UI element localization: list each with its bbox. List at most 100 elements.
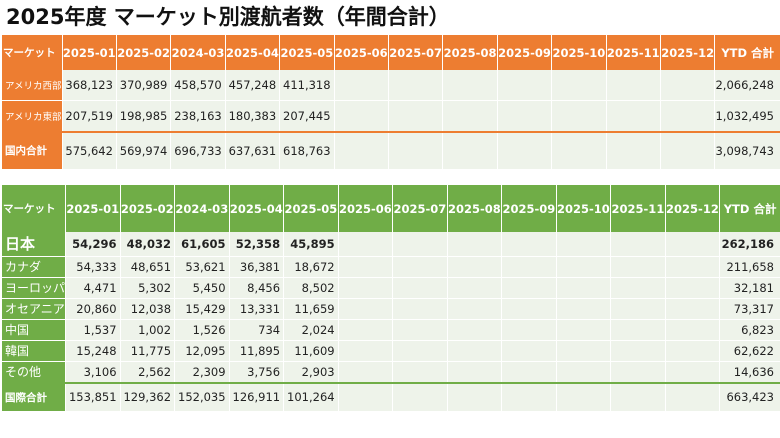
table-cell [338, 383, 394, 412]
table-cell [665, 361, 721, 384]
ytd-cell: 262,186 [719, 232, 780, 257]
column-header-month: 2025-11 [606, 35, 662, 70]
column-header-month: 2025-08 [447, 185, 503, 232]
table-cell: 411,318 [279, 70, 335, 101]
market-label: カナダ [2, 256, 67, 278]
column-header-month: 2025-04 [225, 35, 281, 70]
table-cell: 8,502 [283, 277, 339, 299]
table-cell [556, 361, 612, 384]
table-cell: 13,331 [229, 298, 285, 320]
column-header-month: 2025-12 [660, 35, 716, 70]
table-cell: 12,038 [120, 298, 176, 320]
column-header-month: 2025-10 [551, 35, 607, 70]
table-cell [556, 232, 612, 257]
table-cell: 569,974 [116, 132, 172, 170]
table-cell [551, 132, 607, 170]
table-cell [338, 256, 394, 278]
table-cell [660, 70, 716, 101]
table-cell [447, 298, 503, 320]
column-header-month: 2024-03 [170, 35, 226, 70]
table-cell: 101,264 [283, 383, 339, 412]
table-cell [388, 132, 444, 170]
ytd-cell: 3,098,743 [714, 132, 780, 170]
table-cell [501, 298, 557, 320]
table-cell [610, 319, 666, 341]
table-cell: 48,032 [120, 232, 176, 257]
table-row: オセアニア 20,860 12,038 15,429 13,331 11,659 73,31… [2, 298, 780, 320]
ytd-cell: 211,658 [719, 256, 780, 278]
column-header-month: 2024-03 [174, 185, 230, 232]
table-cell: 207,445 [279, 100, 335, 133]
table-row: アメリカ東部 207,519 198,985 238,163 180,383 207,44… [2, 100, 780, 133]
table-cell: 45,895 [283, 232, 339, 257]
table-cell: 457,248 [225, 70, 281, 101]
table-cell [551, 70, 607, 101]
table-cell: 198,985 [116, 100, 172, 133]
table-cell [610, 340, 666, 362]
table-cell: 11,895 [229, 340, 285, 362]
table-cell: 129,362 [120, 383, 176, 412]
table-cell [556, 340, 612, 362]
table-cell: 5,450 [174, 277, 230, 299]
market-label: 日本 [2, 232, 67, 257]
market-label: アメリカ東部 [2, 100, 63, 133]
table-cell [447, 277, 503, 299]
total-row: 国内合計 575,642 569,974 696,733 637,631 618,763 3… [2, 132, 780, 170]
column-header-month: 2025-08 [442, 35, 498, 70]
column-header-market: マーケット [2, 185, 67, 232]
column-header-month: 2025-01 [65, 185, 121, 232]
header-row: マーケット 2025-01 2025-02 2024-03 2025-04 2025-05… [2, 185, 780, 232]
table-cell [610, 383, 666, 412]
table-row: アメリカ西部 368,123 370,989 458,570 457,248 411,31… [2, 70, 780, 101]
column-header-ytd: YTD 合計 [719, 185, 780, 232]
table-cell [447, 383, 503, 412]
table-cell [665, 319, 721, 341]
market-label: その他 [2, 361, 67, 384]
table-cell: 2,562 [120, 361, 176, 384]
table-cell: 3,106 [65, 361, 121, 384]
column-header-month: 2025-09 [501, 185, 557, 232]
ytd-cell: 1,032,495 [714, 100, 780, 133]
table-cell [392, 298, 448, 320]
table-cell: 61,605 [174, 232, 230, 257]
total-row: 国際合計 153,851 129,362 152,035 126,911 101,264 6… [2, 383, 780, 412]
domestic-table: マーケット 2025-01 2025-02 2024-03 2025-04 2025-05… [2, 35, 780, 170]
column-header-month: 2025-05 [279, 35, 335, 70]
table-cell: 1,526 [174, 319, 230, 341]
column-header-month: 2025-05 [283, 185, 339, 232]
ytd-cell: 62,622 [719, 340, 780, 362]
ytd-cell: 6,823 [719, 319, 780, 341]
table-cell: 180,383 [225, 100, 281, 133]
header-row: マーケット 2025-01 2025-02 2024-03 2025-04 2025-05… [2, 35, 780, 70]
ytd-cell: 14,636 [719, 361, 780, 384]
table-cell: 3,756 [229, 361, 285, 384]
column-header-month: 2025-02 [120, 185, 176, 232]
table-cell [338, 232, 394, 257]
table-cell [497, 70, 553, 101]
table-cell [610, 361, 666, 384]
table-cell: 11,659 [283, 298, 339, 320]
table-cell [501, 383, 557, 412]
market-label: 中国 [2, 319, 67, 341]
table-cell: 53,621 [174, 256, 230, 278]
table-cell [501, 256, 557, 278]
table-cell: 153,851 [65, 383, 121, 412]
table-cell [660, 100, 716, 133]
column-header-market: マーケット [2, 35, 63, 70]
table-cell [556, 298, 612, 320]
table-cell: 637,631 [225, 132, 281, 170]
table-cell: 1,537 [65, 319, 121, 341]
table-cell [610, 277, 666, 299]
table-cell [447, 319, 503, 341]
table-cell: 8,456 [229, 277, 285, 299]
table-row: その他 3,106 2,562 2,309 3,756 2,903 14,636 [2, 361, 780, 384]
column-header-month: 2025-01 [62, 35, 117, 70]
table-cell: 696,733 [170, 132, 226, 170]
table-cell [501, 277, 557, 299]
table-cell [501, 361, 557, 384]
table-cell [610, 256, 666, 278]
table-cell: 207,519 [62, 100, 117, 133]
table-cell [392, 361, 448, 384]
table-cell [606, 70, 662, 101]
table-cell: 734 [229, 319, 285, 341]
